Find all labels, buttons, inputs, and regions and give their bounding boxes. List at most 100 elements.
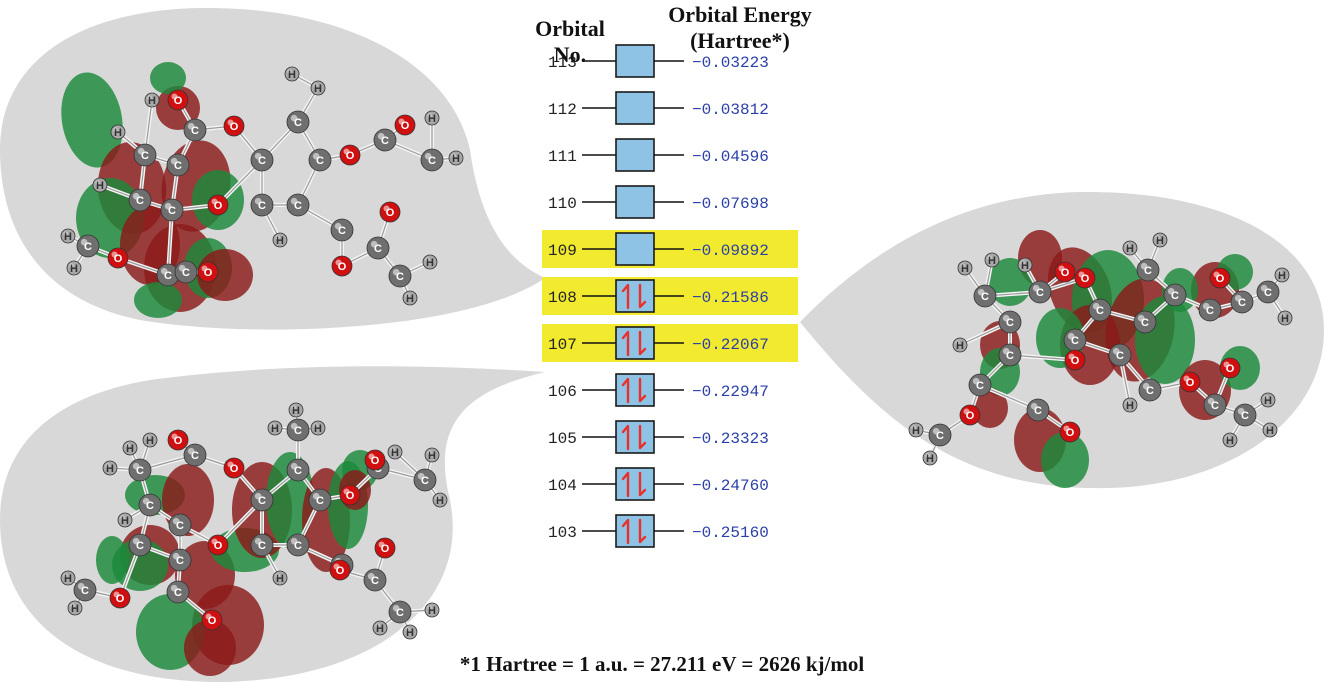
atom-label: C xyxy=(258,495,266,507)
orbital-energy-value: −0.22947 xyxy=(692,383,769,401)
atom-label: O xyxy=(966,410,975,422)
atom-label: H xyxy=(956,340,964,352)
atom-label: C xyxy=(1034,405,1042,417)
atom-label: C xyxy=(136,465,144,477)
atom-label: C xyxy=(182,267,190,279)
atom-label: O xyxy=(116,593,125,605)
atom-label: O xyxy=(1066,427,1075,439)
orbital-lobe-positive xyxy=(150,62,186,94)
atom-label: C xyxy=(338,225,346,237)
atom-label: O xyxy=(338,261,347,273)
atom-label: C xyxy=(316,495,324,507)
atom-label: C xyxy=(141,150,149,162)
atom-label: H xyxy=(452,153,460,165)
atom-label: H xyxy=(314,423,322,435)
atom-label: O xyxy=(386,207,395,219)
atom-label: C xyxy=(1171,290,1179,302)
atom-label: C xyxy=(294,465,302,477)
orbital-energy-value: −0.25160 xyxy=(692,524,769,542)
orbital-energy-value: −0.04596 xyxy=(692,148,769,166)
atom-label: H xyxy=(314,83,322,95)
orbital-box xyxy=(616,45,654,77)
atom-label: C xyxy=(1006,350,1014,362)
atom-label: H xyxy=(106,463,114,475)
atom-label: H xyxy=(96,180,104,192)
atom-label: O xyxy=(230,121,239,133)
atom-label: H xyxy=(406,627,414,639)
atom-label: C xyxy=(428,155,436,167)
atom-label: O xyxy=(401,120,410,132)
atom-label: H xyxy=(406,293,414,305)
orbital-box xyxy=(616,186,654,218)
atom-label: O xyxy=(371,455,380,467)
atom-label: C xyxy=(1036,287,1044,299)
atom-label: H xyxy=(121,515,129,527)
atom-label: H xyxy=(1126,243,1134,255)
orbital-energy-header-line1: Orbital Energy xyxy=(650,2,830,28)
atom-label: C xyxy=(1264,287,1272,299)
orbital-box xyxy=(616,327,654,359)
orbital-lobe-positive xyxy=(134,282,182,318)
atom-label: H xyxy=(271,423,279,435)
atom-label: H xyxy=(1021,260,1029,272)
atom-label: O xyxy=(114,253,123,265)
atom-label: C xyxy=(374,243,382,255)
hartree-footnote: *1 Hartree = 1 a.u. = 27.211 eV = 2626 k… xyxy=(0,652,1324,677)
atom-label: C xyxy=(176,555,184,567)
atom-label: H xyxy=(276,573,284,585)
atom-label: H xyxy=(1264,395,1272,407)
orbital-number: 106 xyxy=(548,383,577,401)
atom-label: C xyxy=(191,125,199,137)
orbital-number: 105 xyxy=(548,430,577,448)
atom-label: H xyxy=(428,450,436,462)
atom-label: C xyxy=(136,540,144,552)
atom-label: H xyxy=(114,127,122,139)
atom-label: H xyxy=(391,447,399,459)
atom-label: H xyxy=(426,257,434,269)
orbital-box xyxy=(616,421,654,453)
atom-label: C xyxy=(976,380,984,392)
atom-label: C xyxy=(146,500,154,512)
bubble-top-left xyxy=(0,8,545,330)
atom-label: H xyxy=(912,425,920,437)
atom-label: H xyxy=(70,263,78,275)
orbital-box xyxy=(616,374,654,406)
atom-label: H xyxy=(926,453,934,465)
atom-label: H xyxy=(1126,400,1134,412)
orbital-energy-value: −0.09892 xyxy=(692,242,769,260)
atom-label: C xyxy=(1071,335,1079,347)
atom-label: O xyxy=(208,615,217,627)
orbital-no-header-line1: Orbital xyxy=(522,16,618,42)
atom-label: C xyxy=(421,475,429,487)
atom-label: C xyxy=(396,607,404,619)
atom-label: C xyxy=(1006,317,1014,329)
atom-label: O xyxy=(214,200,223,212)
atom-label: H xyxy=(126,443,134,455)
atom-label: H xyxy=(961,263,969,275)
orbital-energy-value: −0.24760 xyxy=(692,477,769,495)
atom-label: C xyxy=(981,291,989,303)
atom-label: C xyxy=(174,587,182,599)
orbital-energy-levels: 113 −0.03223 112 −0.03812 111 −0.04596 110 −0.0… xyxy=(542,45,798,547)
orbital-energy-value: −0.03223 xyxy=(692,54,769,72)
atom-label: H xyxy=(988,255,996,267)
atom-label: H xyxy=(1266,425,1274,437)
atom-label: C xyxy=(381,135,389,147)
atom-label: C xyxy=(258,540,266,552)
orbital-box xyxy=(616,233,654,265)
orbital-number: 103 xyxy=(548,524,577,542)
orbital-number: 109 xyxy=(548,242,577,260)
orbital-number: 108 xyxy=(548,289,577,307)
atom-label: C xyxy=(396,271,404,283)
atom-label: O xyxy=(204,267,213,279)
orbital-energy-value: −0.23323 xyxy=(692,430,769,448)
orbital-no-header: Orbital No. xyxy=(522,16,618,68)
atom-label: H xyxy=(148,95,156,107)
atom-label: C xyxy=(1141,317,1149,329)
atom-label: H xyxy=(436,495,444,507)
atom-label: H xyxy=(1281,313,1289,325)
atom-label: H xyxy=(71,603,79,615)
orbital-number: 110 xyxy=(548,195,577,213)
atom-label: H xyxy=(428,605,436,617)
atom-label: O xyxy=(1081,273,1090,285)
